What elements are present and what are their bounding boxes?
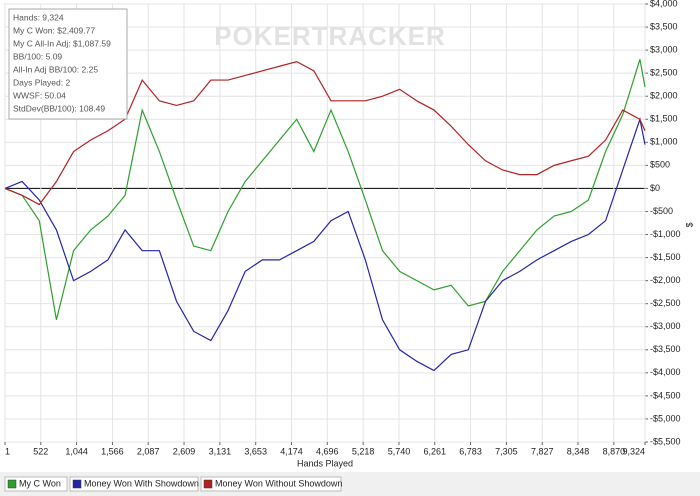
- y-tick-label: -$5,500: [650, 436, 681, 446]
- x-tick-label: 3,131: [209, 446, 232, 456]
- stats-line: WWSF: 50.04: [13, 90, 66, 100]
- legend-label: Money Won Without Showdown: [215, 478, 342, 488]
- x-tick-label: 6,261: [423, 446, 446, 456]
- x-tick-label: 7,827: [531, 446, 554, 456]
- x-tick-label: 5,218: [352, 446, 375, 456]
- legend-swatch: [72, 479, 82, 489]
- x-tick-label: 9,324: [622, 446, 645, 456]
- y-tick-label: $500: [650, 160, 670, 170]
- y-tick-label: $2,500: [650, 68, 678, 78]
- x-tick-label: 7,305: [495, 446, 518, 456]
- y-tick-label: -$4,000: [650, 367, 681, 377]
- x-tick-label: 6,783: [459, 446, 482, 456]
- x-tick-label: 5,740: [388, 446, 411, 456]
- stats-line: My C Won: $2,409.77: [13, 25, 95, 35]
- y-tick-label: -$3,000: [650, 321, 681, 331]
- stats-line: BB/100: 5.09: [13, 51, 62, 61]
- x-tick-label: 8,348: [567, 446, 590, 456]
- y-tick-label: -$500: [650, 206, 673, 216]
- y-tick-label: $1,000: [650, 137, 678, 147]
- legend-swatch: [203, 479, 213, 489]
- x-tick-label: 4,174: [280, 446, 303, 456]
- y-tick-label: $3,000: [650, 44, 678, 54]
- y-tick-label: $1,500: [650, 114, 678, 124]
- series-line: [4, 60, 646, 206]
- y-tick-label: -$1,000: [650, 229, 681, 239]
- stats-line: All-In Adj BB/100: 2.25: [13, 64, 98, 74]
- legend-label: My C Won: [19, 478, 61, 488]
- series-line: [4, 116, 646, 372]
- x-tick-label: 1: [5, 446, 10, 456]
- legend-swatch: [7, 479, 17, 489]
- y-axis-label: $: [684, 222, 694, 227]
- x-axis-label: Hands Played: [297, 458, 353, 468]
- y-tick-label: -$5,000: [650, 413, 681, 423]
- y-tick-label: $3,500: [650, 21, 678, 31]
- y-tick-label: $2,000: [650, 91, 678, 101]
- legend-label: Money Won With Showdown: [84, 478, 199, 488]
- x-tick-label: 1,566: [101, 446, 124, 456]
- stats-line: Hands: 9,324: [13, 12, 64, 22]
- x-tick-label: 2,087: [137, 446, 160, 456]
- y-tick-label: -$1,500: [650, 252, 681, 262]
- series-line: [4, 59, 646, 320]
- stats-box: [8, 8, 128, 120]
- legend-item: [200, 476, 342, 492]
- y-tick-label: -$3,500: [650, 344, 681, 354]
- x-tick-label: 4,696: [316, 446, 339, 456]
- watermark: POKERTRACKER: [214, 21, 446, 51]
- y-tick-label: $0: [650, 183, 660, 193]
- y-tick-label: -$2,500: [650, 298, 681, 308]
- stats-line: StdDev(BB/100): 108.49: [13, 103, 105, 113]
- x-tick-label: 1,044: [65, 446, 88, 456]
- x-tick-label: 8,870: [603, 446, 626, 456]
- legend-item: [69, 476, 199, 492]
- stats-line: Days Played: 2: [13, 77, 70, 87]
- y-tick-label: -$4,500: [650, 390, 681, 400]
- stats-line: My C All-In Adj: $1,087.59: [13, 38, 111, 48]
- legend-item: [4, 476, 68, 492]
- y-tick-label: $4,000: [650, 0, 678, 8]
- x-tick-label: 3,653: [244, 446, 267, 456]
- y-tick-label: -$2,000: [650, 275, 681, 285]
- x-tick-label: 2,609: [173, 446, 196, 456]
- x-tick-label: 522: [33, 446, 48, 456]
